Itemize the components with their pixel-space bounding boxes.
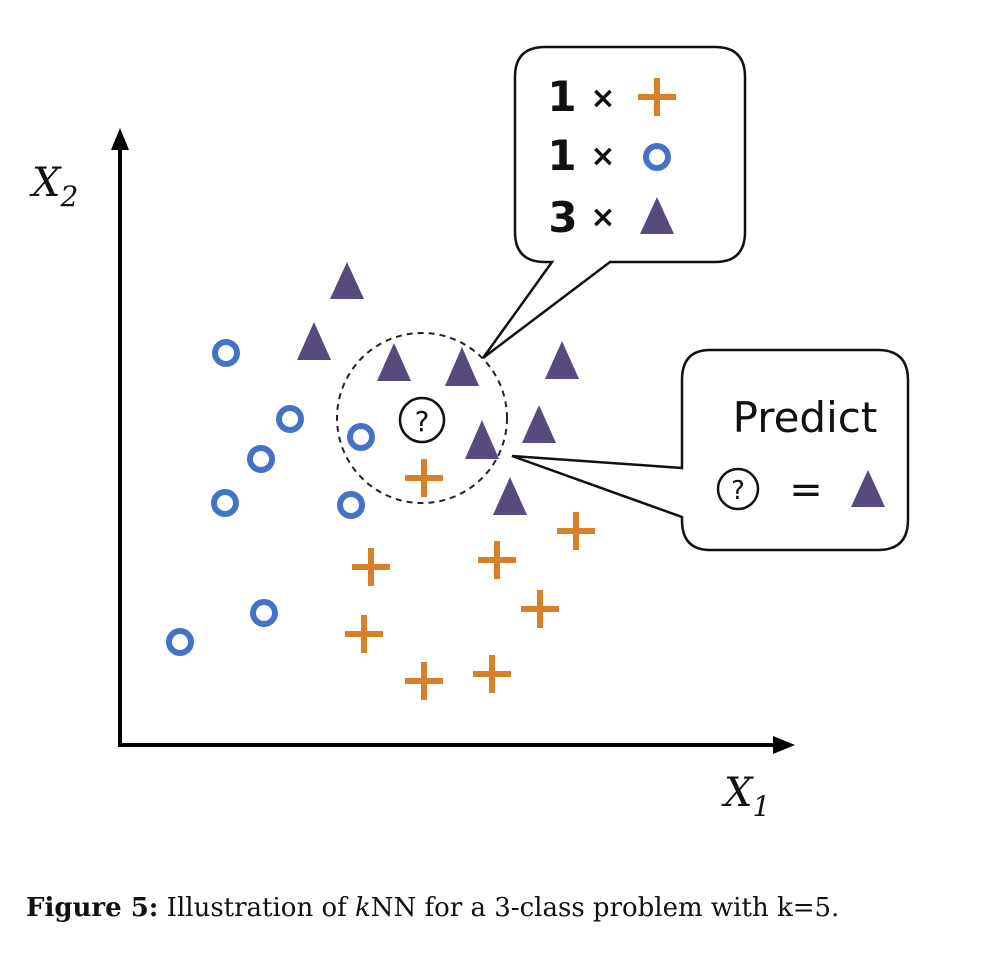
plus-point <box>405 662 443 700</box>
times-sign: × <box>590 81 615 116</box>
triangle-point <box>465 420 499 459</box>
caption-k: k <box>355 893 371 923</box>
times-sign: × <box>590 200 615 235</box>
circle-point <box>337 491 365 519</box>
circle-class-points <box>166 339 375 656</box>
prediction-callout <box>511 348 910 552</box>
plus-point <box>473 655 511 693</box>
query-symbol-icon <box>716 467 760 511</box>
triangle-point <box>377 343 411 381</box>
query-point-symbol: ? <box>415 405 430 438</box>
x-axis-label: X1 <box>721 770 770 823</box>
circle-point <box>212 339 240 367</box>
caption-text-before: Illustration of <box>158 893 356 923</box>
caption-text-after: NN for a 3-class problem with k=5. <box>370 893 840 923</box>
triangle-point <box>445 347 479 386</box>
triangle-point <box>545 341 579 379</box>
y-axis-label: X2 <box>29 160 78 213</box>
circle-icon <box>643 143 671 171</box>
plus-point <box>557 512 595 550</box>
triangle-point <box>297 322 331 360</box>
prediction-result: ? = <box>716 467 885 513</box>
y-axis-label-subscript: 2 <box>59 180 78 213</box>
vote-count: 1 <box>547 131 576 180</box>
prediction-title: Predict <box>733 393 878 442</box>
plus-class-points <box>345 459 595 700</box>
x-axis-arrowhead <box>773 736 795 754</box>
plus-point <box>352 548 390 586</box>
x-axis-label-subscript: 1 <box>752 790 770 823</box>
query-point: ? <box>398 396 446 444</box>
vote-row-triangle: 3 × <box>548 193 674 242</box>
plus-icon <box>638 78 676 116</box>
triangle-icon <box>640 197 674 234</box>
caption-label: Figure 5: <box>26 893 159 923</box>
vote-row-plus: 1 × <box>547 72 676 121</box>
figure-caption: Figure 5: Illustration of kNN for a 3-cl… <box>26 893 986 923</box>
triangle-icon <box>851 470 885 507</box>
vote-count: 3 <box>548 193 577 242</box>
circle-point <box>166 628 194 656</box>
triangle-point <box>522 405 556 443</box>
triangle-class-points <box>297 262 579 515</box>
triangle-point <box>330 262 364 299</box>
vote-row-circle: 1 × <box>547 131 671 180</box>
circle-point <box>211 489 239 517</box>
plus-point <box>478 541 516 579</box>
times-sign: × <box>590 139 615 174</box>
circle-point <box>247 445 275 473</box>
k-neighborhood-boundary <box>336 332 508 504</box>
y-axis-arrowhead <box>111 128 129 150</box>
vote-count-callout <box>481 45 747 359</box>
circle-point <box>276 405 304 433</box>
plus-point <box>345 615 383 653</box>
circle-point <box>347 423 375 451</box>
circle-point <box>250 599 278 627</box>
triangle-point <box>493 477 527 515</box>
equals-sign: = <box>789 467 823 513</box>
plus-point <box>521 590 559 628</box>
vote-count: 1 <box>547 72 576 121</box>
plus-point <box>405 459 443 497</box>
prediction-query-symbol: ? <box>731 476 745 506</box>
knn-diagram: X2 X1 ? <box>29 45 910 823</box>
